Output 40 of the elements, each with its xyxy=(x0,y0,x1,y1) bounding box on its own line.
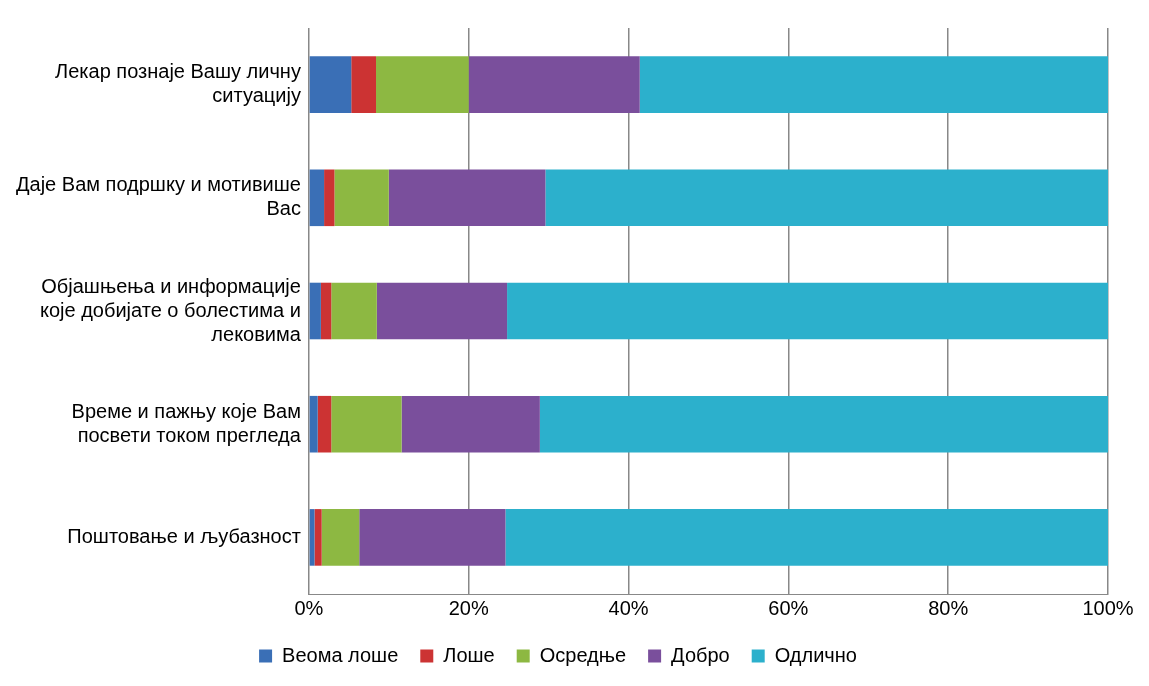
bar xyxy=(376,282,508,340)
x-tick-label: 20% xyxy=(448,596,489,619)
bar xyxy=(320,282,332,340)
bar xyxy=(314,509,322,566)
bar xyxy=(376,56,469,113)
y-tick-label: Даје Вам подршку и мотивише Вас xyxy=(16,173,301,220)
y-tick-label: Објашњења и информације које добијате о болестима и лековима xyxy=(39,274,302,345)
x-tick-label: 0% xyxy=(294,596,324,619)
x-tick-label: 80% xyxy=(928,596,969,619)
bar xyxy=(334,169,389,227)
bar xyxy=(309,169,325,227)
bar xyxy=(359,509,506,566)
x-tick-label: 60% xyxy=(768,596,809,619)
legend-label: Одлично xyxy=(774,643,857,666)
bar xyxy=(507,282,1108,340)
x-tick-label: 40% xyxy=(608,596,649,619)
y-tick-label: Поштовање и љубазност xyxy=(67,524,301,547)
y-tick-label: Лекар познаје Вашу личну ситуацију xyxy=(55,60,301,107)
bar xyxy=(539,395,1108,453)
bar xyxy=(331,395,402,453)
legend-label: Лоше xyxy=(443,643,495,666)
bar xyxy=(401,395,540,453)
bar xyxy=(309,282,321,340)
y-tick-label: Време и пажњу које Вам посвети током прегледа xyxy=(71,399,302,446)
legend-label: Веома лоше xyxy=(282,643,399,666)
bar xyxy=(388,169,546,227)
bar xyxy=(324,169,335,227)
bar xyxy=(505,509,1108,566)
bar xyxy=(321,509,360,566)
bar xyxy=(639,56,1108,113)
bar xyxy=(545,169,1108,227)
bar xyxy=(351,56,377,113)
bar xyxy=(309,395,318,453)
bar xyxy=(468,56,640,113)
legend-label: Добро xyxy=(671,643,730,666)
bar xyxy=(309,56,352,113)
legend-label: Осредње xyxy=(539,643,627,666)
bar xyxy=(317,395,332,453)
x-tick-label: 100% xyxy=(1082,596,1134,619)
bar xyxy=(331,282,377,340)
